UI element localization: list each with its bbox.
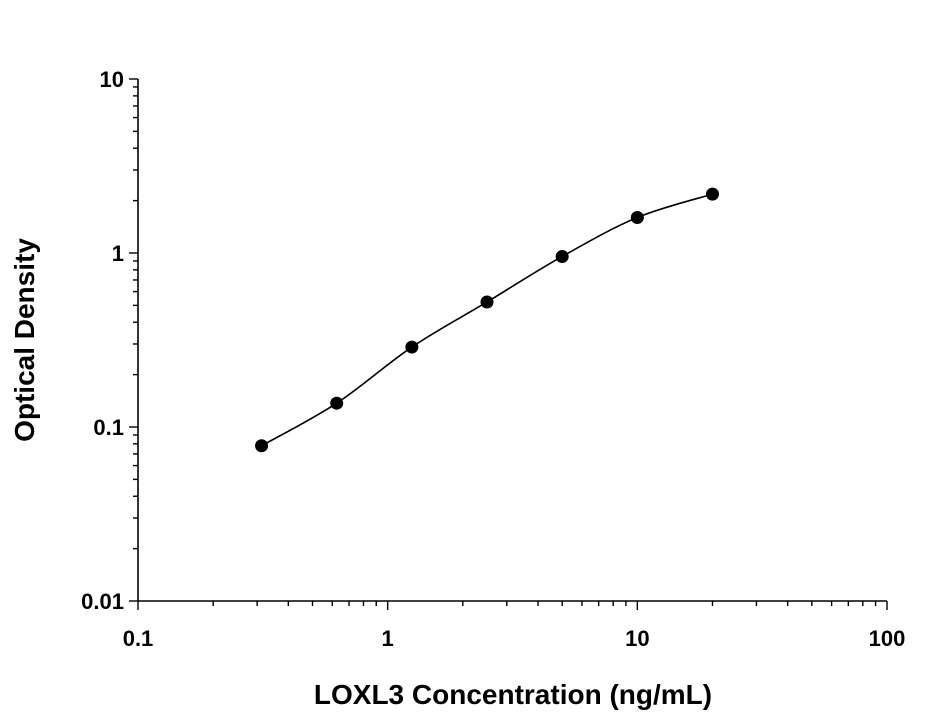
y-tick-label: 0.01: [81, 589, 124, 614]
data-point: [630, 210, 644, 224]
x-axis-title: LOXL3 Concentration (ng/mL): [314, 679, 712, 710]
x-tick-label: 1: [382, 626, 394, 651]
axes: [137, 79, 887, 602]
data-point: [555, 249, 569, 263]
data-point: [405, 340, 419, 354]
data-point: [330, 396, 344, 410]
tick-labels-layer: 0.1 1 10 100 0.01 0.1 1 10: [81, 67, 905, 651]
x-tick-label: 10: [625, 626, 649, 651]
fit-curve-layer: [261, 193, 713, 447]
y-axis-title: Optical Density: [9, 238, 40, 442]
data-point: [480, 295, 494, 309]
y-tick-label: 10: [100, 67, 124, 92]
x-tick-label: 100: [869, 626, 906, 651]
data-point: [255, 439, 269, 453]
axis-ticks: [129, 78, 888, 610]
y-tick-label: 0.1: [93, 415, 124, 440]
y-tick-label: 1: [112, 241, 124, 266]
fit-curve: [261, 193, 713, 447]
data-point: [705, 187, 719, 201]
x-tick-label: 0.1: [123, 626, 154, 651]
data-points-layer: [255, 187, 719, 453]
